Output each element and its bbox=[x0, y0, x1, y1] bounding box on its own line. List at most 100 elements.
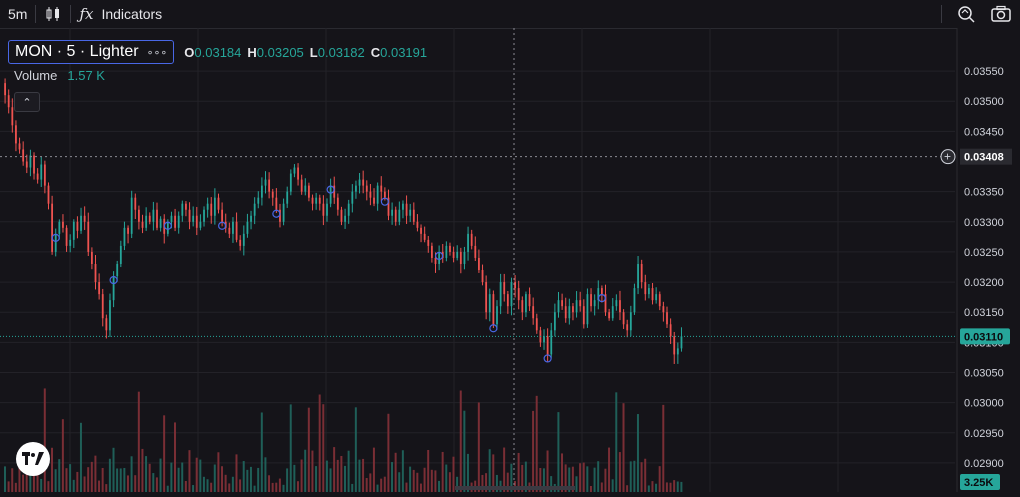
candle-body bbox=[351, 191, 354, 204]
volume-bar bbox=[257, 467, 260, 492]
candle-body bbox=[62, 221, 64, 228]
crosshair-price-label: 0.03408 bbox=[964, 152, 1004, 164]
volume-bar bbox=[589, 485, 592, 492]
volume-bar bbox=[362, 458, 365, 492]
volume-bar bbox=[568, 467, 571, 492]
chart-type-button[interactable] bbox=[36, 0, 70, 28]
price-tick-label: 0.02900 bbox=[964, 458, 1004, 470]
candle-body bbox=[329, 185, 332, 204]
volume-bar bbox=[557, 412, 560, 492]
candle-body bbox=[47, 185, 50, 204]
volume-bar bbox=[521, 464, 524, 492]
candle-body bbox=[391, 209, 394, 216]
price-chart[interactable]: 0.03550 0.03500 0.03450 0.03350 0.03300 0.032… bbox=[0, 28, 1020, 492]
candle-body bbox=[145, 215, 148, 228]
volume-bar bbox=[658, 466, 661, 492]
volume-bar bbox=[249, 466, 252, 492]
volume-bar bbox=[166, 485, 169, 492]
more-options-icon[interactable]: ∘∘∘ bbox=[146, 46, 168, 59]
candle-body bbox=[123, 227, 126, 246]
volume-bar bbox=[597, 461, 600, 492]
volume-bar bbox=[336, 459, 339, 492]
trade-marker bbox=[163, 221, 172, 230]
volume-bar bbox=[510, 463, 513, 492]
trade-marker bbox=[597, 294, 606, 303]
candle-body bbox=[557, 300, 560, 313]
candle-body bbox=[449, 245, 451, 252]
volume-bar bbox=[65, 468, 68, 492]
candle-body bbox=[271, 191, 274, 198]
candle-body bbox=[148, 215, 151, 222]
candle-body bbox=[394, 209, 397, 222]
volume-bar bbox=[253, 485, 256, 492]
volume-bar bbox=[669, 482, 672, 492]
volume-bar bbox=[282, 484, 285, 492]
tradingview-logo[interactable] bbox=[16, 442, 50, 476]
volume-bar bbox=[206, 479, 209, 492]
add-alert-icon[interactable] bbox=[940, 149, 956, 165]
candle-body bbox=[242, 233, 245, 246]
candle-body bbox=[11, 107, 14, 126]
price-tick-label: 0.03500 bbox=[964, 96, 1004, 108]
candle-body bbox=[485, 282, 488, 313]
candle-body bbox=[358, 179, 361, 186]
camera-icon[interactable] bbox=[990, 5, 1012, 23]
candle-body bbox=[181, 203, 184, 216]
candle-body bbox=[510, 282, 513, 307]
price-tick-label: 0.03050 bbox=[964, 368, 1004, 380]
candle-body bbox=[33, 155, 35, 174]
candle-body bbox=[109, 300, 111, 331]
volume-bar bbox=[155, 477, 158, 492]
collapse-legend-button[interactable]: ⌃ bbox=[14, 92, 40, 112]
candle-body bbox=[369, 191, 372, 198]
volume-bar bbox=[456, 476, 459, 492]
candle-body bbox=[210, 203, 213, 216]
candle-body bbox=[662, 306, 665, 313]
volume-bar bbox=[311, 450, 314, 492]
volume-bar bbox=[126, 475, 129, 492]
symbol-title-box[interactable]: MON · 5 · Lighter ∘∘∘ bbox=[8, 40, 175, 64]
interval-label: 5m bbox=[8, 6, 28, 22]
candle-body bbox=[188, 209, 191, 222]
candle-body bbox=[528, 294, 531, 307]
volume-value: 1.57 K bbox=[67, 68, 105, 83]
candle-body bbox=[4, 83, 6, 96]
candle-body bbox=[264, 179, 267, 186]
volume-bar bbox=[76, 471, 79, 492]
candle-body bbox=[174, 215, 176, 228]
candle-body bbox=[336, 197, 339, 210]
volume-bar bbox=[532, 410, 535, 492]
volume-bar bbox=[224, 474, 227, 492]
volume-bar bbox=[539, 468, 542, 492]
candle-body bbox=[275, 197, 278, 210]
volume-bar bbox=[358, 459, 361, 492]
indicators-button[interactable]: ƒx Indicators bbox=[71, 0, 170, 28]
volume-bar bbox=[159, 458, 162, 492]
volume-bar bbox=[137, 391, 140, 492]
volume-tag-bg bbox=[960, 474, 1000, 490]
volume-bar bbox=[58, 459, 61, 492]
candle-body bbox=[69, 239, 72, 246]
price-tick-label: 0.03150 bbox=[964, 307, 1004, 319]
volume-bar bbox=[199, 459, 202, 492]
volume-bar bbox=[14, 482, 17, 492]
volume-bar bbox=[148, 463, 151, 492]
candle-body bbox=[398, 209, 401, 222]
candle-body bbox=[326, 203, 328, 216]
volume-bar bbox=[575, 476, 578, 492]
candle-body bbox=[344, 215, 346, 222]
chart-pane[interactable]: 0.03550 0.03500 0.03450 0.03350 0.03300 0.032… bbox=[0, 28, 1020, 492]
low-value: 0.03182 bbox=[317, 44, 365, 60]
open-key: O bbox=[184, 44, 195, 60]
candle-body bbox=[496, 306, 498, 325]
zoom-search-icon[interactable] bbox=[956, 4, 976, 24]
interval-selector[interactable]: 5m bbox=[0, 0, 35, 28]
volume-bar bbox=[231, 476, 234, 492]
volume-bar bbox=[564, 464, 567, 492]
candle-body bbox=[116, 263, 119, 277]
volume-bar bbox=[503, 447, 506, 492]
volume-bar bbox=[387, 413, 390, 492]
candle-body bbox=[470, 233, 473, 246]
candle-body bbox=[376, 185, 379, 204]
candle-body bbox=[362, 179, 365, 186]
